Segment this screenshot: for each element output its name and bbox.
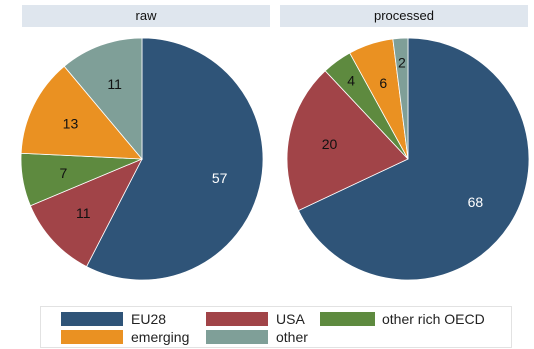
slice-value-label: 57: [212, 170, 228, 186]
legend: EU28 USA other rich OECD emerging other: [40, 306, 512, 348]
pie-slice-emerging: [20, 65, 143, 160]
slice-value-label: 13: [63, 116, 79, 132]
legend-swatch-usa: [206, 312, 268, 326]
panel-title-processed: processed: [280, 5, 528, 27]
panel-title-raw: raw: [22, 5, 270, 27]
legend-swatch-eu28: [61, 312, 123, 326]
pie-slice-other: [392, 37, 409, 160]
slice-value-label: 4: [347, 73, 355, 89]
pie-raw: 57 11 7 13 11: [20, 37, 264, 281]
legend-swatch-other: [206, 330, 268, 344]
legend-label-other: other: [276, 329, 308, 345]
legend-label-usa: USA: [276, 311, 305, 327]
slice-value-label: 68: [468, 194, 484, 210]
slice-value-label: 20: [322, 136, 338, 152]
legend-label-other-rich-oecd: other rich OECD: [382, 311, 485, 327]
pie-slice-eu28: [297, 37, 530, 281]
slice-value-label: 11: [107, 76, 122, 92]
pie-processed: 68 20 4 62: [286, 37, 530, 281]
pie-slice-other: [63, 37, 143, 161]
slice-value-label: 6: [379, 75, 387, 91]
legend-swatch-emerging: [61, 330, 123, 344]
legend-label-emerging: emerging: [131, 329, 190, 345]
slice-value-label: 7: [59, 165, 67, 181]
slice-value-label: 11: [76, 205, 91, 221]
pie-slice-usa: [29, 158, 143, 268]
legend-label-eu28: EU28: [131, 311, 167, 327]
slice-value-label: 2: [398, 54, 406, 70]
pie-slice-eu28: [86, 37, 264, 281]
legend-swatch-other-rich-oecd: [320, 312, 375, 326]
pie-slice-usa: [286, 70, 409, 212]
